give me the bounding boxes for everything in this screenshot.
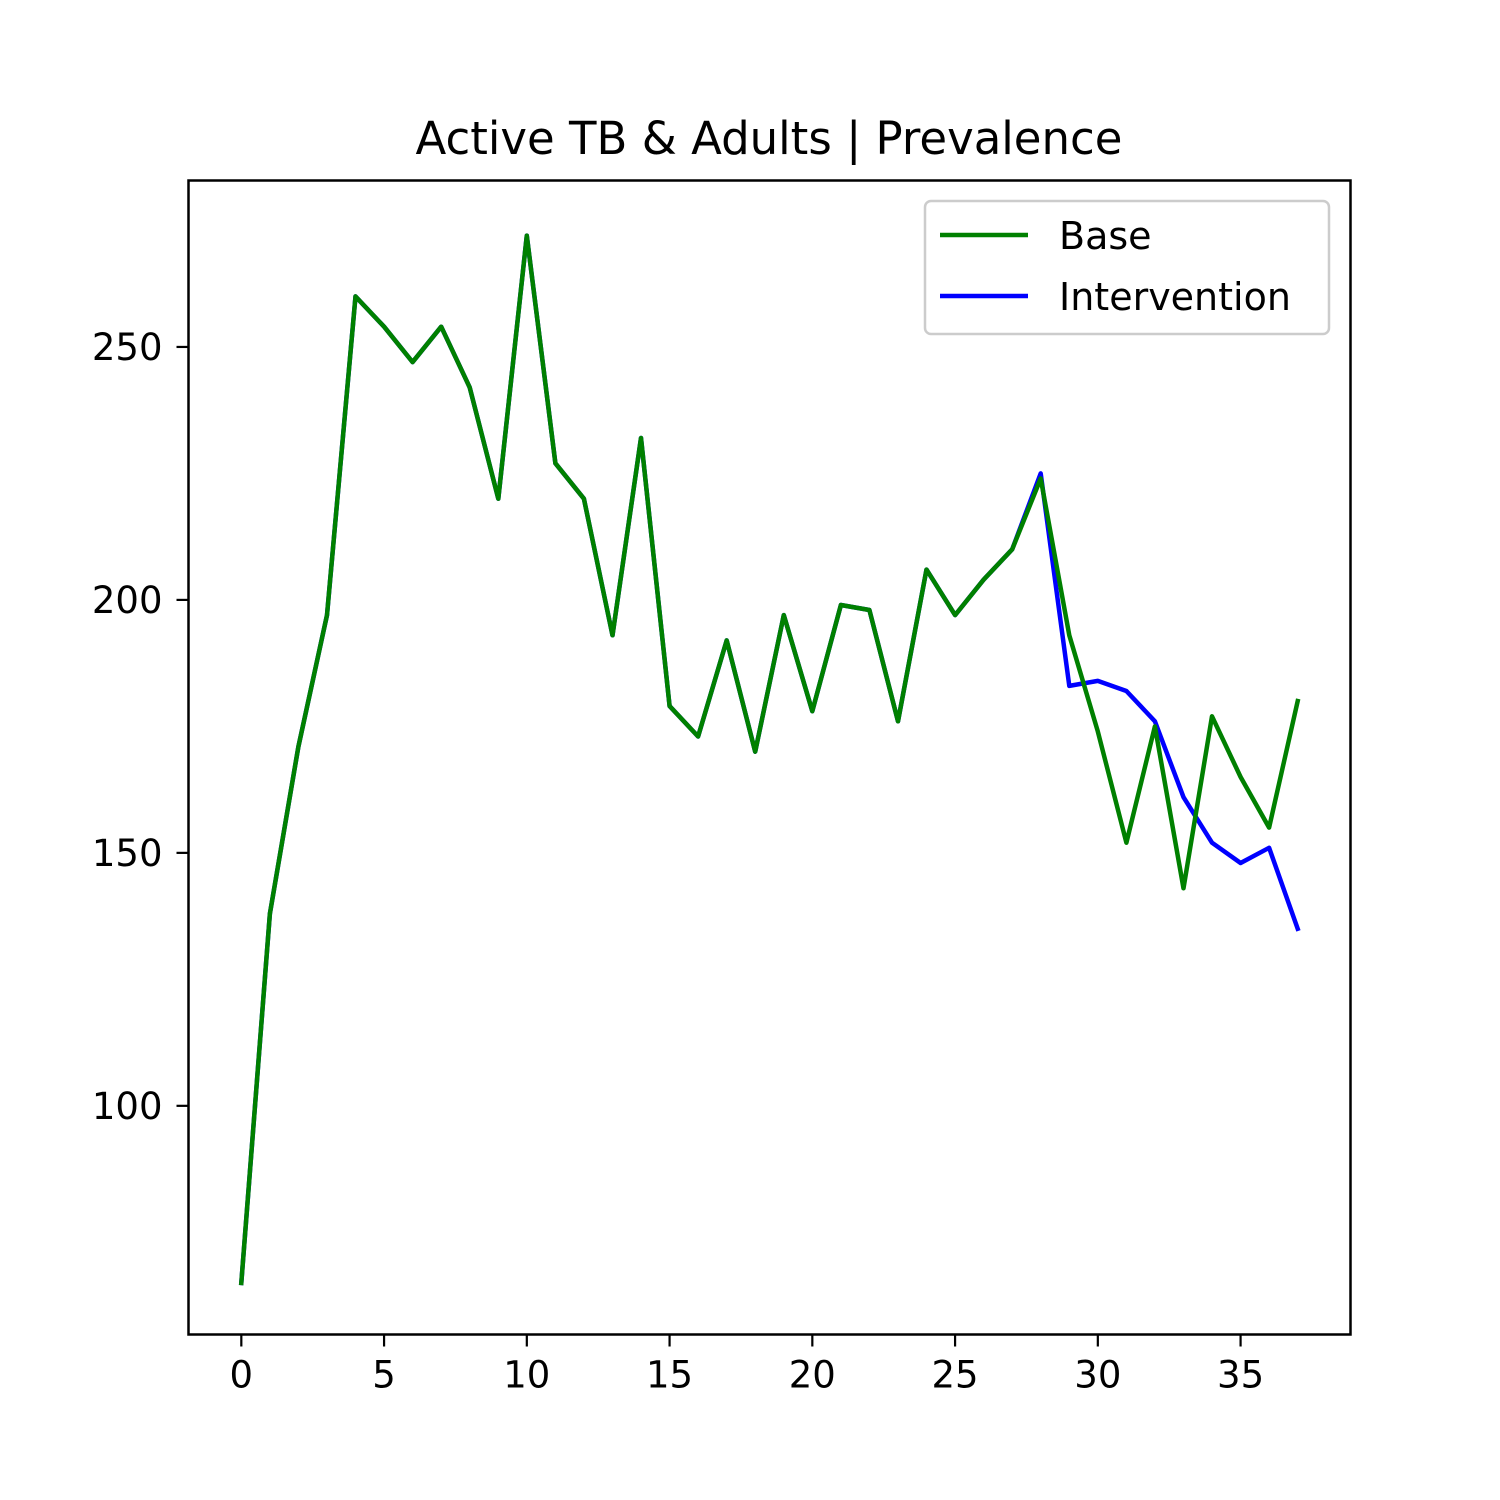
x-tick-label: 35 xyxy=(1217,1354,1264,1397)
x-tick-label: 0 xyxy=(230,1354,254,1397)
x-tick-label: 20 xyxy=(789,1354,836,1397)
plot-area xyxy=(188,180,1351,1335)
y-tick-label: 250 xyxy=(92,326,163,369)
y-axis: 100 150 200 250 xyxy=(92,326,189,1128)
x-tick-label: 25 xyxy=(932,1354,979,1397)
x-tick-label: 30 xyxy=(1074,1354,1121,1397)
series-line-base xyxy=(238,233,1301,1286)
legend: Base Intervention xyxy=(923,199,1331,336)
y-tick-label: 200 xyxy=(92,579,163,622)
series-layer xyxy=(238,233,1301,1286)
x-axis: 0 5 10 15 20 25 30 35 xyxy=(230,1334,1264,1397)
legend-label-intervention: Intervention xyxy=(1059,275,1291,319)
y-tick-label: 150 xyxy=(92,832,163,875)
legend-label-base: Base xyxy=(1059,214,1152,258)
y-tick-label: 100 xyxy=(92,1085,163,1128)
chart-title: Active TB & Adults | Prevalence xyxy=(416,112,1123,165)
x-tick-label: 15 xyxy=(646,1354,693,1397)
x-tick-label: 10 xyxy=(503,1354,550,1397)
plot-frame xyxy=(187,179,1352,1336)
x-tick-label: 5 xyxy=(372,1354,396,1397)
